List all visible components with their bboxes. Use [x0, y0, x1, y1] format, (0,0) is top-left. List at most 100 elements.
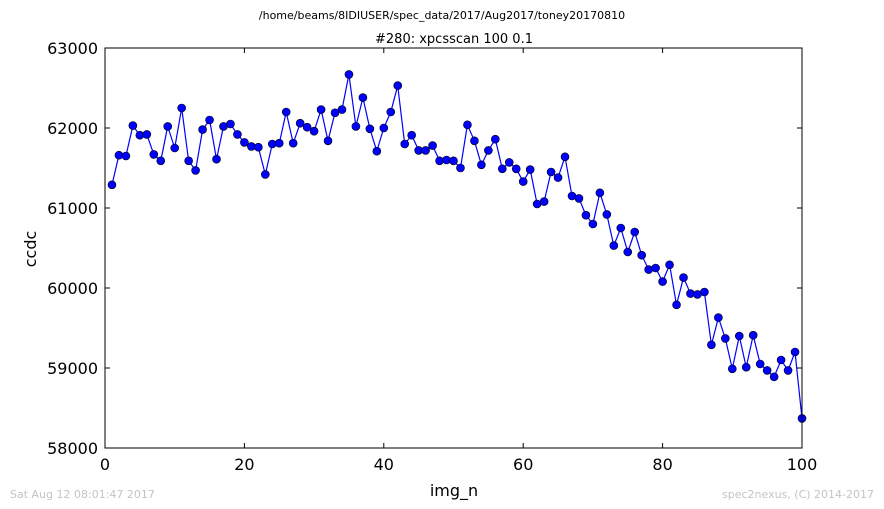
data-point: [539, 197, 549, 206]
data-point: [484, 146, 493, 155]
data-point: [721, 334, 730, 343]
data-point: [769, 372, 779, 382]
data-point: [497, 164, 507, 174]
data-point: [651, 263, 660, 273]
data-point: [581, 210, 591, 220]
series-line: [111, 74, 803, 419]
data-point: [261, 170, 270, 179]
x-tick-label: 20: [234, 455, 254, 474]
data-point: [386, 107, 396, 117]
data-point: [288, 138, 298, 148]
data-point: [400, 139, 410, 149]
data-point: [198, 125, 207, 134]
data-point: [449, 156, 458, 166]
data-point: [344, 70, 354, 79]
data-point: [679, 273, 688, 282]
data-point: [358, 93, 368, 102]
data-point: [748, 330, 758, 340]
data-point: [477, 160, 486, 170]
data-point: [658, 277, 667, 286]
data-point: [776, 355, 786, 365]
y-tick-label: 58000: [47, 439, 98, 458]
data-point: [205, 115, 214, 125]
y-tick-label: 62000: [47, 119, 98, 138]
data-point: [741, 362, 751, 372]
data-point: [107, 180, 117, 190]
data-point: [553, 173, 563, 182]
x-axis-label: img_n: [430, 481, 478, 501]
data-point: [727, 364, 737, 374]
data-point: [595, 188, 605, 198]
data-point: [588, 219, 598, 229]
data-point: [637, 250, 646, 260]
data-point: [316, 105, 326, 114]
data-point: [421, 146, 430, 155]
data-point: [295, 118, 305, 128]
plot-area: 0 20 40 60 80 100 58000 59000 60000 61000 62000 630…: [47, 39, 817, 474]
data-point: [177, 103, 186, 113]
data-point: [560, 152, 570, 162]
data-point: [762, 366, 772, 375]
data-point: [714, 313, 723, 322]
x-tick-label: 100: [787, 455, 818, 474]
data-point: [428, 141, 437, 150]
file-path-title: /home/beams/8IDIUSER/spec_data/2017/Aug2…: [258, 9, 626, 22]
data-point: [511, 164, 521, 174]
data-point: [128, 121, 138, 130]
data-point: [630, 227, 640, 237]
data-point: [616, 223, 626, 233]
data-point: [609, 241, 619, 250]
data-point: [790, 347, 800, 357]
data-point: [337, 105, 347, 114]
data-point: [783, 366, 793, 375]
data-point: [546, 167, 556, 177]
x-tick-label: 60: [513, 455, 533, 474]
data-point: [574, 194, 584, 203]
y-tick-label: 61000: [47, 199, 98, 218]
data-point: [184, 156, 193, 166]
data-point: [672, 300, 681, 310]
chart-title: #280: xpcsscan 100 0.1: [375, 32, 533, 47]
data-point: [163, 122, 173, 131]
data-point: [463, 120, 472, 130]
data-point: [407, 130, 416, 140]
data-point: [274, 138, 284, 148]
x-tick-label: 40: [374, 455, 394, 474]
data-point: [393, 81, 403, 90]
data-point: [365, 124, 375, 134]
data-point: [379, 123, 389, 133]
credit-footer: spec2nexus, (C) 2014-2017: [722, 488, 874, 501]
data-point: [212, 154, 221, 164]
x-tick-label: 80: [652, 455, 672, 474]
timestamp-footer: Sat Aug 12 08:01:47 2017: [10, 488, 155, 501]
y-tick-label: 59000: [47, 359, 98, 378]
plot-frame: [104, 47, 803, 449]
data-point: [372, 146, 382, 156]
data-point: [504, 158, 514, 167]
data-point: [644, 265, 653, 274]
data-point: [226, 119, 235, 129]
data-point: [330, 108, 340, 118]
data-point: [142, 130, 152, 139]
data-point: [518, 177, 528, 186]
y-axis-label: ccdc: [21, 231, 40, 268]
data-point: [602, 210, 612, 219]
data-point: [309, 126, 319, 136]
data-point: [156, 156, 166, 166]
data-point: [491, 134, 500, 144]
data-point: [755, 359, 765, 369]
data-point: [623, 247, 633, 257]
data-point: [323, 136, 333, 146]
data-point: [302, 122, 312, 132]
data-point: [351, 122, 361, 131]
data-point: [525, 165, 535, 174]
data-point: [281, 107, 291, 117]
data-point: [149, 150, 159, 159]
data-point: [470, 136, 479, 146]
data-point: [734, 331, 744, 341]
data-point: [233, 130, 242, 139]
data-point: [191, 166, 200, 175]
y-tick-label: 63000: [47, 39, 98, 58]
data-point: [707, 340, 716, 350]
